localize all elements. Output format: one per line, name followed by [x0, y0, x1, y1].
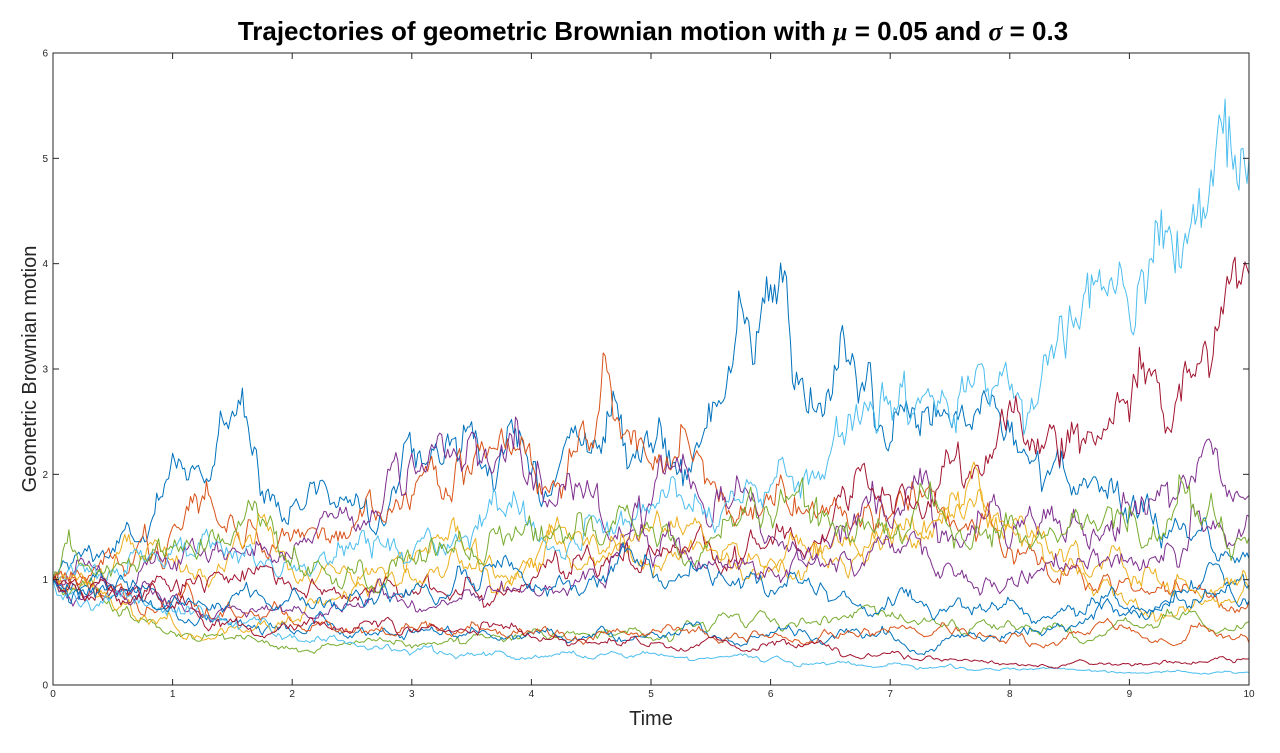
series-line-15: [53, 542, 1249, 625]
x-tick-label-7: 7: [887, 689, 893, 700]
x-tick-label-4: 4: [529, 689, 535, 700]
y-tick-label-1: 1: [42, 575, 48, 586]
x-tick-label-9: 9: [1127, 689, 1133, 700]
x-axis-label: Time: [629, 708, 673, 730]
y-tick-label-5: 5: [42, 154, 48, 165]
series-line-2: [53, 352, 1249, 614]
x-tick-label-5: 5: [648, 689, 654, 700]
chart-title: Trajectories of geometric Brownian motio…: [238, 16, 1068, 46]
series-layer: [53, 98, 1249, 675]
chart-title-sigma-symbol: σ: [988, 17, 1003, 46]
x-tick-label-2: 2: [289, 689, 295, 700]
y-tick-label-4: 4: [42, 259, 48, 270]
series-line-5: [53, 577, 1249, 654]
series-line-1: [53, 262, 1249, 583]
series-line-12: [53, 474, 1249, 594]
y-axis: 0 1 2 3 4 5 6: [42, 49, 1249, 692]
series-line-9: [53, 570, 1249, 649]
y-axis-label: Geometric Brownian motion: [19, 246, 41, 493]
y-tick-label-3: 3: [42, 365, 48, 376]
series-line-11: [53, 495, 1249, 623]
y-tick-label-2: 2: [42, 470, 48, 481]
chart-title-sigma-value: = 0.3: [1002, 16, 1068, 46]
x-tick-label-10: 10: [1243, 689, 1255, 700]
x-tick-label-3: 3: [409, 689, 415, 700]
series-line-6: [53, 98, 1249, 584]
x-axis: 0 1 2 3 4 5 6 7 8 9 10: [50, 53, 1255, 700]
series-line-13: [53, 579, 1249, 675]
x-tick-label-6: 6: [768, 689, 774, 700]
series-line-14: [53, 575, 1249, 669]
x-tick-label-8: 8: [1007, 689, 1013, 700]
y-tick-label-0: 0: [42, 681, 48, 692]
y-tick-label-6: 6: [42, 49, 48, 60]
series-line-7: [53, 256, 1249, 608]
chart-title-mu-symbol: μ: [831, 17, 847, 46]
x-tick-label-1: 1: [170, 689, 176, 700]
chart-title-mu-value: = 0.05 and: [847, 16, 988, 46]
chart-title-prefix: Trajectories of geometric Brownian motio…: [238, 16, 833, 46]
x-tick-label-0: 0: [50, 689, 56, 700]
